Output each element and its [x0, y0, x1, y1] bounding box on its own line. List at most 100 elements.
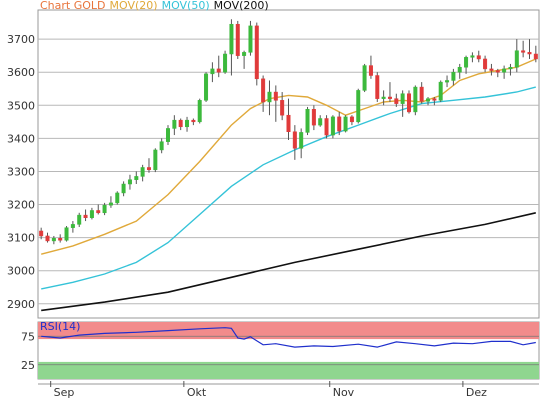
candle-body	[134, 176, 139, 180]
candle-body	[77, 214, 82, 225]
x-tick-label: Sep	[54, 386, 75, 399]
candle-body	[305, 108, 310, 133]
candle-body	[394, 98, 399, 104]
candle-body	[356, 90, 361, 123]
y-tick-label: 3500	[7, 99, 35, 112]
y-tick-label: 3600	[7, 66, 35, 79]
candle-body	[337, 116, 342, 132]
candle-body	[299, 132, 304, 149]
candle-body	[159, 141, 164, 151]
x-tick-label: Dez	[466, 386, 487, 399]
candle-body	[387, 96, 392, 99]
candle-body	[115, 192, 120, 204]
candle-body	[51, 238, 56, 242]
mov200-line	[41, 212, 536, 312]
candle-body	[476, 55, 481, 60]
y-tick-label: 3300	[7, 165, 35, 178]
candle-body	[216, 68, 221, 73]
candle-body	[146, 167, 151, 171]
candle-body	[413, 86, 418, 113]
candle-body	[235, 23, 240, 56]
candle-body	[495, 70, 500, 73]
legend-entry: MOV(200)	[214, 0, 269, 12]
candle-body	[362, 65, 367, 91]
candle-body	[483, 58, 488, 70]
y-tick-label: 3200	[7, 199, 35, 212]
candle-body	[121, 183, 126, 194]
candle-body	[223, 53, 228, 73]
rsi-tick-label: 25	[21, 359, 35, 372]
candle-body	[108, 202, 113, 206]
candle-body	[324, 118, 329, 136]
candle-body	[280, 100, 285, 116]
candle-body	[267, 91, 272, 103]
y-tick-label: 3000	[7, 265, 35, 278]
legend-entry: Chart GOLD	[40, 0, 106, 12]
candle-body	[426, 98, 431, 102]
candle-body	[368, 65, 373, 76]
candle-body	[502, 68, 507, 73]
candle-body	[381, 96, 386, 99]
rsi-tick-label: 75	[21, 330, 35, 343]
candle-body	[438, 81, 443, 101]
rsi-band	[38, 361, 539, 379]
candle-body	[419, 86, 424, 102]
legend-entry: MOV(20)	[110, 0, 158, 12]
y-tick-label: 3400	[7, 132, 35, 145]
mov20-line	[41, 58, 537, 255]
candle-body	[153, 149, 158, 171]
candle-body	[292, 131, 297, 149]
candle-body	[83, 214, 88, 219]
candle-body	[197, 100, 202, 123]
candle-body	[96, 210, 101, 214]
candle-body	[273, 91, 278, 101]
candle-body	[286, 114, 291, 132]
candle-body	[166, 128, 171, 142]
y-tick-label: 3700	[7, 33, 35, 46]
x-tick-label: Okt	[187, 386, 207, 399]
candle-body	[508, 66, 513, 70]
candle-body	[254, 25, 259, 80]
candle-body	[102, 204, 107, 214]
candle-body	[514, 50, 519, 68]
candle-body	[242, 52, 247, 56]
candle-body	[64, 227, 69, 241]
candle-body	[248, 25, 253, 53]
rsi-legend-entry: RSI(14)	[40, 320, 80, 333]
candle-body	[470, 55, 475, 58]
candle-body	[451, 71, 456, 81]
candle-body	[58, 238, 63, 241]
y-tick-label: 2900	[7, 298, 35, 311]
candle-body	[185, 119, 190, 128]
candle-body	[140, 167, 145, 177]
candle-body	[432, 98, 437, 101]
price-panel-frame	[37, 9, 540, 319]
candle-body	[375, 75, 380, 99]
candle-body	[178, 119, 183, 128]
candle-body	[400, 93, 405, 104]
y-tick-label: 3100	[7, 232, 35, 245]
x-tick-label: Nov	[333, 386, 355, 399]
legend-entry: MOV(50)	[162, 0, 210, 12]
candle-body	[330, 116, 335, 136]
candle-body	[204, 73, 209, 101]
candle-body	[127, 179, 132, 185]
candle-body	[445, 80, 450, 83]
rsi-line	[41, 327, 536, 348]
candle-body	[343, 116, 348, 132]
candle-body	[45, 235, 50, 242]
candle-body	[191, 119, 196, 123]
candle-body	[229, 23, 234, 55]
candle-body	[172, 119, 177, 129]
rsi-band	[38, 322, 539, 340]
candle-body	[318, 118, 323, 126]
candle-body	[311, 108, 316, 126]
candle-body	[464, 57, 469, 68]
candle-body	[261, 78, 266, 103]
candle-body	[349, 116, 354, 123]
candle-body	[39, 230, 44, 237]
candle-body	[457, 66, 462, 73]
candle-body	[70, 224, 75, 228]
